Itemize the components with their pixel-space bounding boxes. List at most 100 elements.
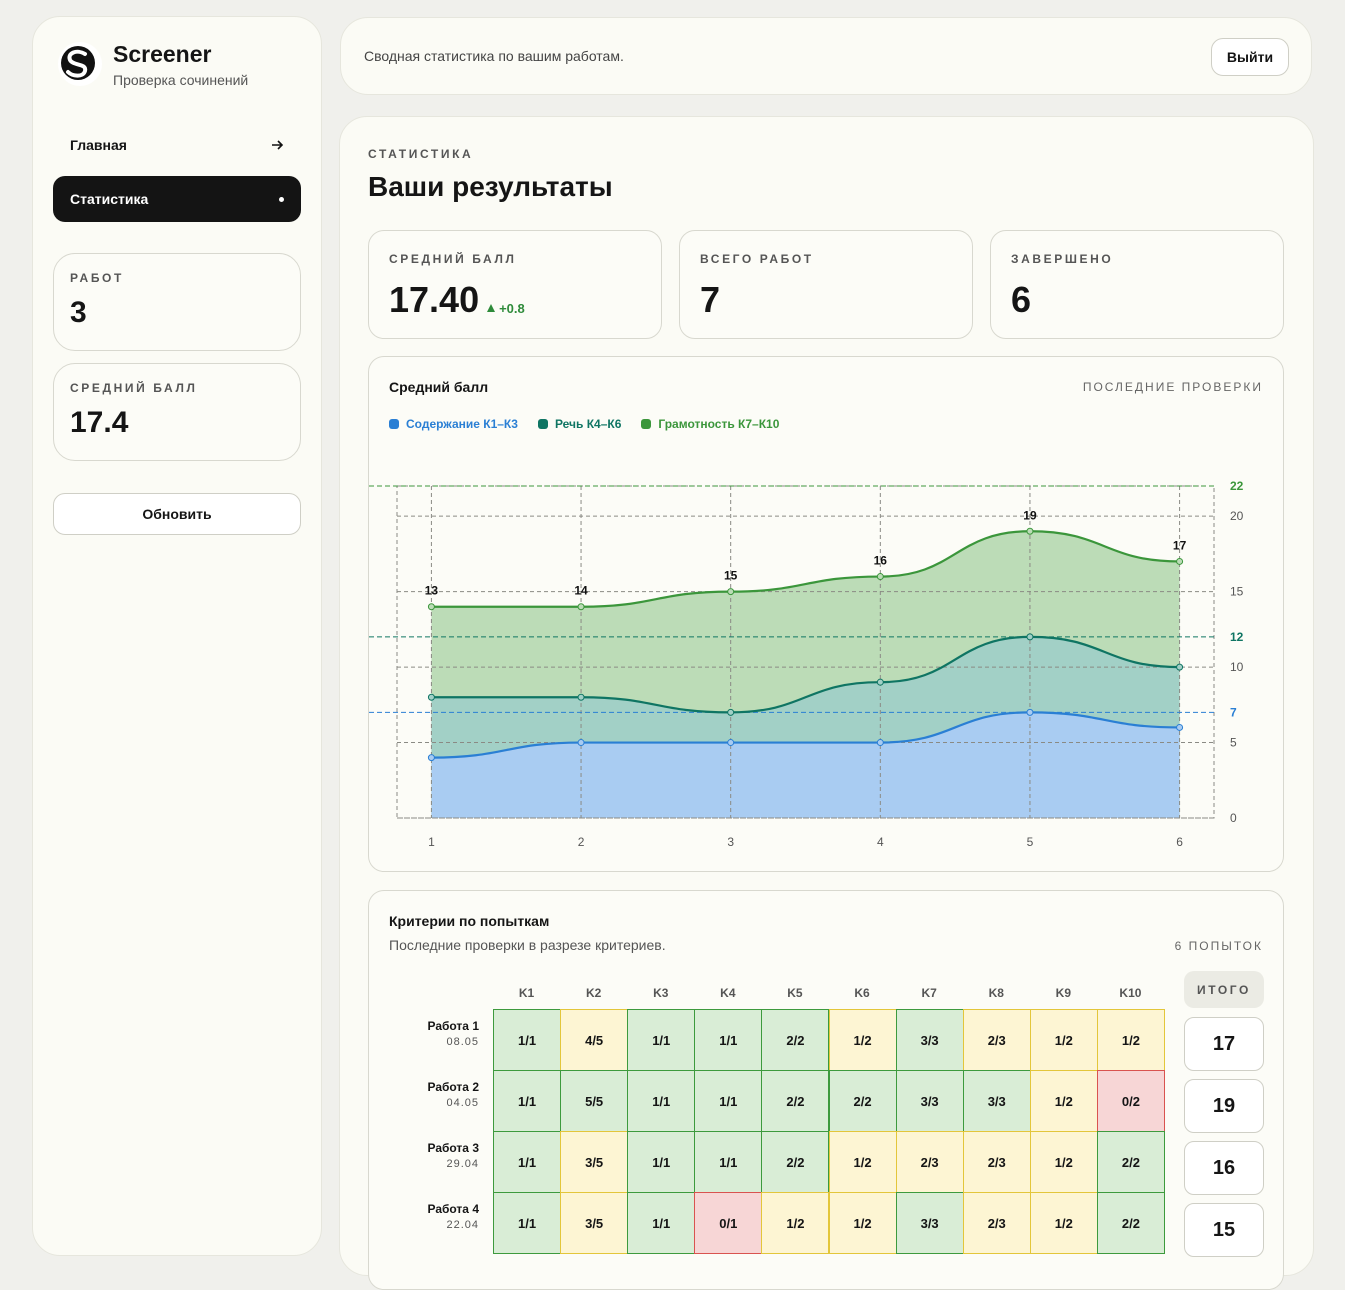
y-tick-label: 5 [1230, 736, 1237, 750]
column-header: K8 [988, 986, 1004, 1000]
point [876, 678, 884, 686]
legend-swatch [537, 419, 548, 429]
legend-swatch [641, 419, 652, 429]
nav-item[interactable]: Статистика [53, 176, 301, 222]
header: Сводная статистика по вашим работам. Вый… [340, 17, 1312, 95]
nav-item[interactable]: Главная [53, 122, 301, 168]
point [1026, 708, 1034, 716]
kpi-value: 17.40 [389, 279, 480, 320]
column-header: K1 [518, 986, 535, 1000]
legend-label: Грамотность К7–К10 [658, 417, 780, 431]
score-cell: 2/2 [761, 1070, 830, 1132]
score-cell: 1/1 [694, 1070, 763, 1132]
stat-value: 3 [70, 296, 87, 329]
line [431, 530, 1180, 608]
point [577, 693, 585, 701]
score-cell: 1/1 [627, 1192, 696, 1254]
column-header: K5 [787, 986, 803, 1000]
nav-arrow [272, 140, 284, 150]
point [1176, 723, 1184, 731]
legend-label: Речь К4–К6 [554, 417, 622, 431]
score-cell: 4/5 [560, 1009, 629, 1071]
reference-label: 22 [1230, 479, 1244, 493]
sidebar: Screener Проверка сочинений Обновить Гла… [32, 16, 322, 1256]
kpi-delta: +0.8 [487, 301, 525, 316]
score-cell: 2/2 [1096, 1192, 1165, 1254]
brand: Screener [113, 41, 212, 67]
column-header: K9 [1055, 986, 1072, 1000]
chart-note: ПОСЛЕДНИЕ ПРОВЕРКИ [1082, 380, 1263, 394]
table-subtitle: Последние проверки в разрезе критериев. [389, 937, 666, 953]
row-date: 04.05 [446, 1097, 479, 1109]
row-date: 29.04 [446, 1158, 479, 1170]
table-card: Критерии по попыткам Последние проверки … [368, 890, 1284, 1290]
legend-item: Грамотность К7–К10 [641, 417, 779, 431]
total-card: 17 [1184, 1017, 1264, 1071]
score-cell: 2/2 [1096, 1131, 1165, 1193]
logout-button[interactable]: Выйти [1211, 38, 1289, 76]
score-cell: 1/1 [627, 1070, 696, 1132]
score-cell: 5/5 [560, 1070, 629, 1132]
kpi-value: 7 [700, 279, 721, 320]
kpi-row: 17.40 +0.8 [389, 279, 525, 321]
row-name: Работа 2 [427, 1080, 479, 1094]
area [431, 712, 1180, 818]
score-cell: 1/2 [1096, 1009, 1165, 1071]
score-cell: 3/3 [895, 1192, 964, 1254]
stat-card: СРЕДНИЙ БАЛЛ 17.4 [53, 363, 301, 461]
line [431, 711, 1180, 759]
refresh-button[interactable]: Обновить [53, 493, 301, 535]
score-cell: 2/2 [761, 1009, 830, 1071]
kpi-label: СРЕДНИЙ БАЛЛ [389, 252, 517, 266]
x-tick-label: 4 [877, 835, 884, 849]
delta-icon [487, 304, 496, 312]
point-label: 14 [574, 584, 588, 598]
reference-label: 12 [1230, 630, 1244, 644]
kpi-row: 7 [700, 279, 720, 321]
y-tick-label: 0 [1230, 811, 1237, 825]
point [876, 573, 884, 581]
score-cell: 1/2 [761, 1192, 830, 1254]
legend-item: Речь К4–К6 [537, 417, 622, 431]
score-cell: 1/2 [1029, 1131, 1098, 1193]
main-title: Ваши результаты [368, 171, 613, 202]
kpi-card: ВСЕГО РАБОТ 7 [679, 230, 973, 339]
score-cell: 1/1 [627, 1131, 696, 1193]
point-label: 17 [1173, 538, 1187, 552]
legend-label: Содержание К1–К3 [406, 417, 518, 431]
nav-label: Статистика [70, 191, 149, 207]
delta-value: +0.8 [499, 300, 525, 316]
point [577, 603, 585, 611]
x-tick-label: 3 [727, 835, 734, 849]
reference-label: 7 [1230, 705, 1237, 719]
point [727, 739, 735, 747]
score-cell: 1/1 [627, 1009, 696, 1071]
table-count: 6 ПОПЫТОК [1174, 939, 1263, 953]
kpi-value: 6 [1011, 279, 1032, 320]
total-card: 19 [1184, 1079, 1264, 1133]
point [427, 603, 435, 611]
point [427, 693, 435, 701]
point [1026, 527, 1034, 535]
score-cell: 2/3 [962, 1009, 1031, 1071]
score-cell: 1/2 [1029, 1070, 1098, 1132]
x-tick-label: 1 [428, 835, 435, 849]
score-cell: 3/3 [895, 1070, 964, 1132]
chart-title: Средний балл [389, 379, 489, 395]
score-cell: 3/5 [560, 1131, 629, 1193]
legend: Содержание К1–К3 Речь К4–К6 Грамотность К7… [389, 417, 779, 431]
row-date: 08.05 [446, 1036, 479, 1048]
x-tick-label: 2 [578, 835, 585, 849]
y-tick-label: 10 [1230, 660, 1244, 674]
score-cell: 1/2 [828, 1009, 897, 1071]
point [427, 754, 435, 762]
stat-card: РАБОТ 3 [53, 253, 301, 351]
point [1176, 557, 1184, 565]
legend-swatch [389, 419, 399, 429]
row-date: 22.04 [446, 1219, 479, 1231]
line [431, 635, 1180, 714]
header-text: Сводная статистика по вашим работам. [364, 48, 624, 64]
page: Screener {"sidebar": {"brand": "Screener… [32, 16, 1314, 1290]
y-tick-label: 15 [1230, 585, 1244, 599]
total-card: 15 [1184, 1203, 1264, 1257]
